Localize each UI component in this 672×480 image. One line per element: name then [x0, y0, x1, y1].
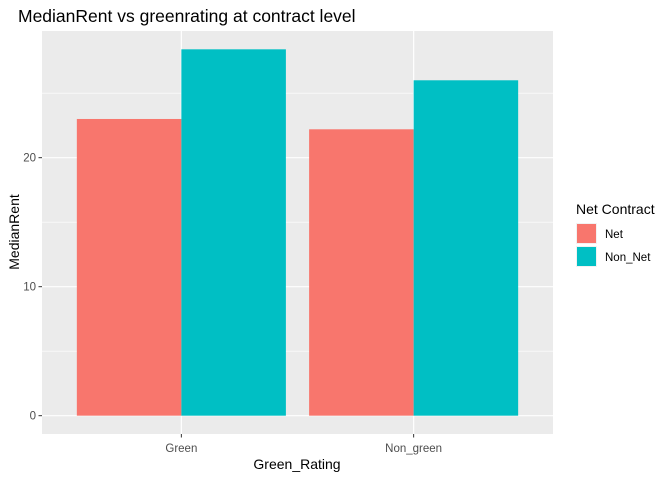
legend-label-net: Net	[605, 229, 624, 241]
y-tick-label: 0	[30, 411, 36, 423]
x-axis-title: Green_Rating	[253, 456, 340, 472]
y-tick-label: 10	[23, 282, 36, 294]
y-tick-label: 20	[23, 153, 36, 165]
bar-net-non_green	[309, 129, 414, 416]
legend-swatch-non_net	[577, 247, 596, 266]
y-axis: 0 10 20	[23, 153, 42, 423]
bar-net-green	[76, 118, 182, 416]
legend: Net Contract Net Non_Net	[576, 201, 655, 267]
x-axis: Green Non_green	[165, 434, 442, 455]
bar-non_net-non_green	[413, 80, 519, 416]
x-tick-label: Green	[165, 443, 197, 455]
legend-swatch-net	[577, 224, 596, 243]
chart-title: MedianRent vs greenrating at contract le…	[18, 6, 356, 26]
legend-title: Net Contract	[576, 201, 655, 217]
bars	[76, 49, 519, 416]
x-tick-label: Non_green	[385, 443, 442, 455]
y-axis-title: MedianRent	[6, 194, 22, 270]
legend-label-non_net: Non_Net	[605, 252, 651, 264]
bar-non_net-green	[181, 49, 286, 416]
